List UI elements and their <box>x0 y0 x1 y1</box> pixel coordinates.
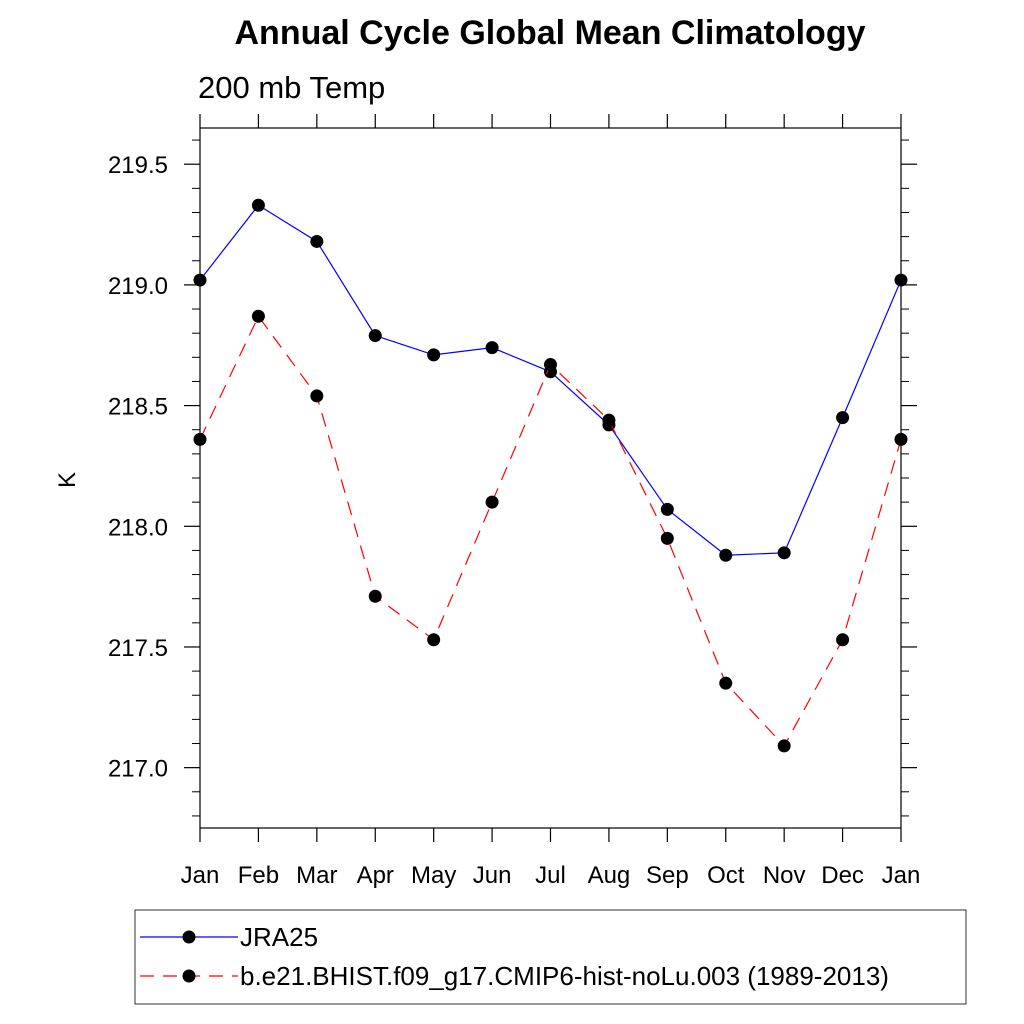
x-tick-label: Sep <box>646 862 689 889</box>
legend-box <box>134 909 967 1005</box>
data-point <box>310 234 324 248</box>
x-tick-label: Oct <box>707 862 745 889</box>
y-tick-label: 218.0 <box>108 514 168 541</box>
data-point <box>427 348 441 362</box>
x-tick-label: Aug <box>588 862 631 889</box>
data-point <box>719 548 733 562</box>
legend-marker <box>182 969 196 983</box>
y-tick-label: 218.5 <box>108 394 168 421</box>
data-point <box>544 358 557 372</box>
x-tick-label: Jul <box>535 862 566 889</box>
data-point <box>485 495 499 509</box>
legend-label: JRA25 <box>240 922 318 952</box>
data-point <box>894 432 908 446</box>
x-tick-label: May <box>411 862 456 889</box>
data-point <box>427 633 441 647</box>
data-point <box>777 739 791 753</box>
series-model <box>193 309 908 753</box>
x-tick-label: Dec <box>821 862 864 889</box>
x-tick-label: Jan <box>181 862 220 889</box>
plot-frame <box>199 127 902 829</box>
data-point <box>310 389 324 403</box>
y-tick-label: 219.5 <box>108 152 168 179</box>
data-point <box>894 273 908 287</box>
data-point <box>485 341 499 355</box>
data-point <box>368 329 382 343</box>
data-point <box>777 546 791 560</box>
data-point <box>193 432 207 446</box>
data-point <box>660 502 674 516</box>
data-point <box>836 411 850 425</box>
data-point <box>719 676 733 690</box>
y-tick-label: 217.0 <box>108 756 168 783</box>
data-point <box>602 413 616 427</box>
y-axis-label: K <box>54 472 81 488</box>
x-tick-label: Jan <box>882 862 921 889</box>
chart-subtitle: 200 mb Temp <box>198 70 386 105</box>
data-point <box>251 309 265 323</box>
legend-marker <box>182 930 196 944</box>
chart-title: Annual Cycle Global Mean Climatology <box>234 14 866 52</box>
data-point <box>836 633 850 647</box>
y-tick-label: 217.5 <box>108 635 168 662</box>
data-point <box>251 198 265 212</box>
legend-label: b.e21.BHIST.f09_g17.CMIP6-hist-noLu.003 … <box>240 961 889 991</box>
data-point <box>660 531 674 545</box>
x-tick-label: Feb <box>238 862 279 889</box>
series-line <box>199 315 902 747</box>
y-tick-label: 219.0 <box>108 273 168 300</box>
data-point <box>193 273 207 287</box>
series-jra25 <box>193 198 908 562</box>
x-tick-label: Apr <box>357 862 394 889</box>
x-tick-label: Jun <box>473 862 512 889</box>
x-tick-label: Mar <box>296 862 337 889</box>
data-point <box>368 589 382 603</box>
x-tick-label: Nov <box>763 862 806 889</box>
